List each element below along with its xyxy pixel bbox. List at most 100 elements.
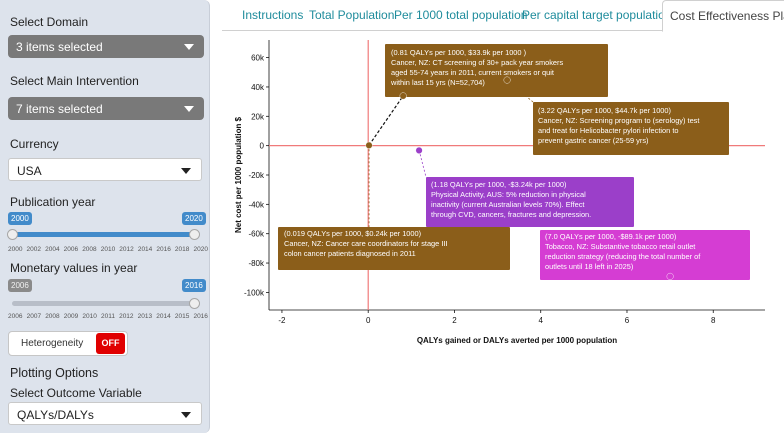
pubyear-min-badge: 2000 — [8, 212, 32, 225]
x-tick-label: 8 — [711, 316, 716, 325]
outcome-select[interactable]: QALYs/DALYs — [8, 402, 202, 425]
annotation-text: (1.18 QALYs per 1000, -$3.24k per 1000) — [431, 180, 566, 189]
data-point — [666, 272, 674, 280]
monetary-tick-label: 2006 — [8, 313, 23, 320]
data-point — [503, 76, 511, 84]
annotation-text: prevent gastric cancer (25-59 yrs) — [538, 136, 649, 145]
monetary-track[interactable] — [12, 301, 194, 306]
monetary-max-badge: 2016 — [182, 279, 206, 292]
heterogeneity-toggle[interactable]: Heterogeneity OFF — [8, 331, 128, 356]
pubyear-tick-label: 2016 — [156, 246, 171, 253]
chevron-down-icon — [184, 44, 194, 50]
currency-label: Currency — [10, 137, 59, 151]
pubyear-tick-label: 2010 — [100, 246, 116, 253]
x-tick-label: 2 — [452, 316, 457, 325]
pubyear-tick-label: 2006 — [63, 246, 79, 253]
annotation-leader — [506, 79, 534, 103]
annotation-text: Cancer, NZ: Cancer care coordinators for… — [284, 239, 448, 248]
monetary-tick-label: 2012 — [119, 313, 134, 320]
monetary-tick-label: 2008 — [45, 313, 60, 320]
monetary-handle[interactable] — [189, 298, 200, 309]
y-tick-label: -60k — [248, 230, 265, 239]
pubyear-min-handle[interactable] — [7, 229, 18, 240]
domain-select[interactable]: 3 items selected — [8, 35, 204, 58]
intervention-select[interactable]: 7 items selected — [8, 97, 204, 120]
pubyear-max-badge: 2020 — [182, 212, 206, 225]
pubyear-tick-label: 2008 — [82, 246, 97, 253]
heterogeneity-off-switch[interactable]: OFF — [96, 333, 125, 354]
data-point — [399, 92, 407, 100]
pubyear-tick-label: 2000 — [8, 246, 23, 253]
chevron-down-icon — [181, 412, 191, 418]
monetary-tick-label: 2013 — [137, 313, 153, 320]
cost-effectiveness-plane-chart: -2 0 2 4 6 8 60k 40k 20k 0 -20k -40k -60k -80k -100k QA… — [234, 40, 765, 345]
chevron-down-icon — [181, 168, 191, 174]
plotting-options-title: Plotting Options — [10, 366, 99, 380]
annotation-box — [278, 227, 510, 270]
pubyear-tick-label: 2020 — [193, 246, 208, 253]
pubyear-max-handle[interactable] — [189, 229, 200, 240]
annotation-text: and treat for Helicobacter pylori infect… — [538, 126, 679, 135]
monetary-tick-label: 2015 — [174, 313, 190, 320]
tab-total-population[interactable]: Total Population — [309, 8, 395, 22]
monetary-tick-label: 2007 — [26, 313, 42, 320]
annotation-text: outlets until 18 left in 2025) — [545, 262, 633, 271]
y-tick-label: 60k — [251, 54, 265, 63]
pubyear-tick-label: 2014 — [137, 246, 153, 253]
x-tick-label: 6 — [625, 316, 630, 325]
annotation-text: Cancer, NZ: CT screening of 30+ pack yea… — [391, 58, 563, 67]
y-tick-label: -20k — [248, 171, 265, 180]
x-tick-label: 4 — [538, 316, 543, 325]
pubyear-tick-label: 2018 — [174, 246, 190, 253]
y-tick-label: 0 — [260, 142, 265, 151]
y-tick-label: 20k — [251, 112, 265, 121]
annotation-box — [385, 44, 608, 97]
data-point — [415, 146, 423, 154]
monetary-tick-label: 2016 — [193, 313, 208, 320]
monetary-ticks: 2006 2007 2008 2009 2010 2011 2012 2013 2014 2015… — [8, 313, 208, 320]
monetary-min-badge: 2006 — [8, 279, 32, 292]
x-tick-label: 0 — [366, 316, 371, 325]
pubyear-label: Publication year — [10, 195, 96, 209]
chevron-down-icon — [184, 106, 194, 112]
x-tick-label: -2 — [278, 316, 286, 325]
annotation-text: aged 55-74 years in 2011, current smoker… — [391, 68, 554, 77]
annotation-text: (0.019 QALYs per 1000, $0.24k per 1000) — [284, 229, 421, 238]
tab-instructions[interactable]: Instructions — [242, 8, 304, 22]
annotation-text: colon cancer patients diagnosed in 2011 — [284, 249, 416, 258]
pubyear-ticks: 2000 2002 2004 2006 2008 2010 2012 2014 2016 2018… — [8, 246, 208, 253]
annotation-text: Cancer, NZ: Screening program to (serolo… — [538, 116, 699, 125]
currency-select[interactable]: USA — [8, 158, 202, 181]
pubyear-tick-label: 2004 — [45, 246, 60, 253]
y-tick-label: 40k — [251, 83, 265, 92]
monetary-tick-label: 2010 — [82, 313, 97, 320]
data-point — [365, 141, 373, 149]
monetary-label: Monetary values in year — [10, 261, 138, 275]
domain-select-value: 3 items selected — [16, 40, 103, 54]
intervention-select-value: 7 items selected — [16, 102, 103, 116]
pubyear-tick-label: 2002 — [26, 246, 42, 253]
currency-select-value: USA — [17, 164, 42, 178]
annotation-text: (3.22 QALYs per 1000, $44.7k per 1000) — [538, 106, 671, 115]
annotation-text: reduction strategy (reducing the total n… — [545, 252, 701, 261]
annotation-text: (7.0 QALYs per 1000, -$89.1k per 1000) — [545, 232, 676, 241]
tab-per-capita-target[interactable]: Per capital target population — [522, 8, 672, 22]
monetary-tick-label: 2009 — [63, 313, 79, 320]
annotation-text: through CVD, cancers, fractures and depr… — [431, 210, 591, 219]
intervention-label: Select Main Intervention — [10, 74, 139, 88]
tab-cost-effectiveness-plane[interactable]: Cost Effectiveness Plane — [662, 0, 784, 32]
sidebar: Select Domain 3 items selected Select Ma… — [0, 0, 210, 433]
annotation-text: Tobacco, NZ: Substantive tobacco retail … — [545, 242, 695, 251]
annotation-box — [540, 230, 750, 280]
annotation-leader — [418, 150, 427, 178]
annotation-box — [426, 177, 634, 227]
pubyear-fill — [12, 232, 194, 237]
pubyear-track[interactable] — [12, 232, 194, 237]
annotation-text: inactivity (current Australian levels 70… — [431, 200, 585, 209]
annotation-box — [533, 102, 729, 155]
y-axis-title: Net cost per 1000 population $ — [234, 116, 243, 233]
tab-per-1000-total[interactable]: Per 1000 total population — [394, 8, 528, 22]
pubyear-tick-label: 2012 — [119, 246, 134, 253]
outcome-select-value: QALYs/DALYs — [17, 408, 94, 422]
x-axis-title: QALYs gained or DALYs averted per 1000 p… — [417, 336, 617, 345]
